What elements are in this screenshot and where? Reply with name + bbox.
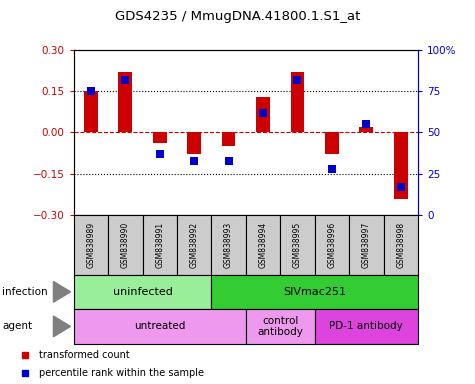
Bar [211,275,418,309]
Text: GDS4235 / MmugDNA.41800.1.S1_at: GDS4235 / MmugDNA.41800.1.S1_at [115,10,360,23]
Text: GSM838991: GSM838991 [155,222,164,268]
Point [122,76,129,83]
Text: control
antibody: control antibody [257,316,303,337]
Point [156,151,163,157]
Polygon shape [53,316,70,337]
Text: agent: agent [2,321,32,331]
Bar [153,132,167,144]
Point [190,157,198,164]
Bar [177,215,211,275]
Bar [349,215,384,275]
Point [225,157,232,164]
Bar [246,309,314,344]
Text: SIVmac251: SIVmac251 [283,287,346,297]
Text: GSM838997: GSM838997 [362,222,371,268]
Bar [314,215,349,275]
Point [294,76,301,83]
Point [328,166,336,172]
Bar [84,91,98,132]
Bar [74,275,211,309]
Bar [394,132,408,199]
Text: GSM838992: GSM838992 [190,222,199,268]
Text: GSM838993: GSM838993 [224,222,233,268]
Text: percentile rank within the sample: percentile rank within the sample [39,368,204,378]
Bar [118,72,132,132]
Bar [280,215,314,275]
Point [87,88,95,94]
Bar [246,215,280,275]
Bar [384,215,418,275]
Bar [256,97,270,132]
Text: GSM838989: GSM838989 [86,222,95,268]
Text: GSM838994: GSM838994 [258,222,267,268]
Bar [74,309,246,344]
Point [259,109,267,116]
Polygon shape [53,281,70,302]
Text: PD-1 antibody: PD-1 antibody [330,321,403,331]
Text: GSM838998: GSM838998 [396,222,405,268]
Bar [108,215,142,275]
Text: infection: infection [2,287,48,297]
Bar [222,132,236,146]
Text: GSM838996: GSM838996 [327,222,336,268]
Bar [360,127,373,132]
Bar [187,132,201,154]
Bar [74,215,108,275]
Bar [325,132,339,154]
Bar [314,309,418,344]
Text: untreated: untreated [134,321,185,331]
Point [362,121,370,127]
Text: transformed count: transformed count [39,350,130,360]
Bar [142,215,177,275]
Bar [291,72,304,132]
Bar [211,215,246,275]
Text: GSM838990: GSM838990 [121,222,130,268]
Text: uninfected: uninfected [113,287,172,297]
Text: GSM838995: GSM838995 [293,222,302,268]
Point [397,184,405,190]
